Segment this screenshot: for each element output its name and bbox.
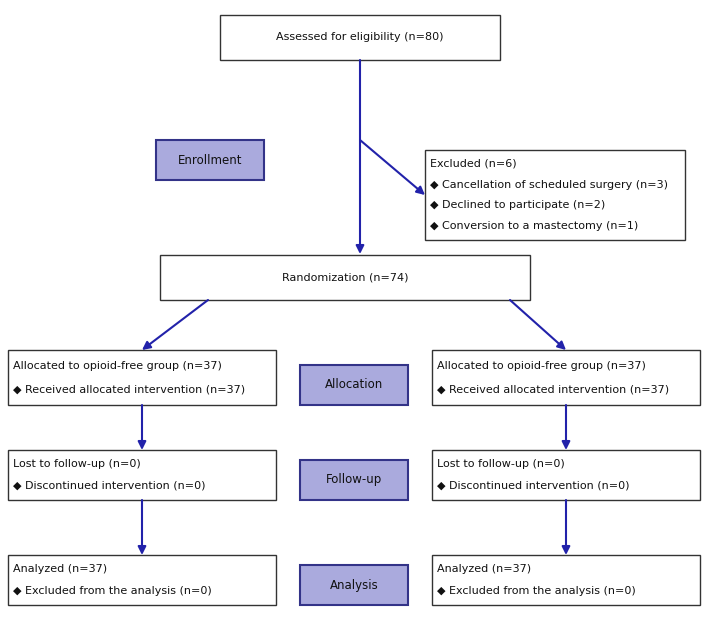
- Text: Analyzed (n=37): Analyzed (n=37): [13, 564, 107, 574]
- Text: ◆ Excluded from the analysis (n=0): ◆ Excluded from the analysis (n=0): [437, 586, 636, 596]
- Text: Assessed for eligibility (n=80): Assessed for eligibility (n=80): [276, 33, 444, 42]
- Bar: [160, 255, 530, 300]
- Text: ◆ Excluded from the analysis (n=0): ◆ Excluded from the analysis (n=0): [13, 586, 212, 596]
- Bar: [432, 555, 700, 605]
- Bar: [8, 350, 276, 405]
- Bar: [300, 565, 408, 605]
- Text: Lost to follow-up (n=0): Lost to follow-up (n=0): [13, 459, 141, 469]
- Text: Allocation: Allocation: [325, 379, 383, 391]
- Text: ◆ Discontinued intervention (n=0): ◆ Discontinued intervention (n=0): [437, 481, 629, 491]
- Text: ◆ Declined to participate (n=2): ◆ Declined to participate (n=2): [430, 200, 605, 210]
- Bar: [8, 555, 276, 605]
- Bar: [432, 450, 700, 500]
- Text: Enrollment: Enrollment: [178, 154, 242, 166]
- Bar: [156, 140, 264, 180]
- Text: ◆ Received allocated intervention (n=37): ◆ Received allocated intervention (n=37): [437, 384, 669, 394]
- Text: Follow-up: Follow-up: [326, 474, 382, 486]
- Text: Allocated to opioid-free group (n=37): Allocated to opioid-free group (n=37): [437, 360, 646, 370]
- Bar: [432, 350, 700, 405]
- Text: Analyzed (n=37): Analyzed (n=37): [437, 564, 531, 574]
- Bar: [425, 150, 685, 240]
- Bar: [300, 460, 408, 500]
- Text: Allocated to opioid-free group (n=37): Allocated to opioid-free group (n=37): [13, 360, 222, 370]
- Text: ◆ Discontinued intervention (n=0): ◆ Discontinued intervention (n=0): [13, 481, 205, 491]
- Bar: [300, 365, 408, 405]
- Text: Analysis: Analysis: [330, 578, 378, 592]
- Bar: [220, 15, 500, 60]
- Text: Lost to follow-up (n=0): Lost to follow-up (n=0): [437, 459, 565, 469]
- Text: ◆ Cancellation of scheduled surgery (n=3): ◆ Cancellation of scheduled surgery (n=3…: [430, 180, 668, 190]
- Text: ◆ Conversion to a mastectomy (n=1): ◆ Conversion to a mastectomy (n=1): [430, 221, 638, 231]
- Bar: [8, 450, 276, 500]
- Text: Excluded (n=6): Excluded (n=6): [430, 159, 517, 169]
- Text: ◆ Received allocated intervention (n=37): ◆ Received allocated intervention (n=37): [13, 384, 245, 394]
- Text: Randomization (n=74): Randomization (n=74): [282, 273, 409, 282]
